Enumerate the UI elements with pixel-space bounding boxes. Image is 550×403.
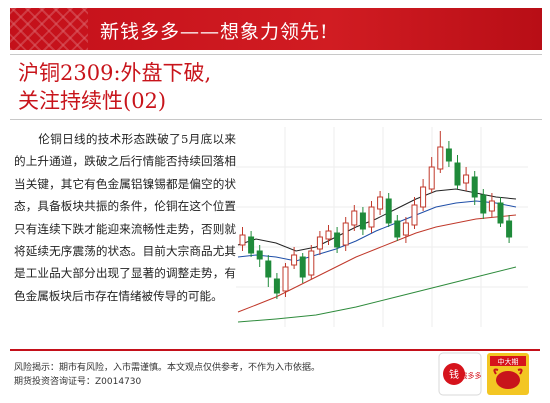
candle-body bbox=[411, 204, 418, 226]
candle-body bbox=[351, 210, 358, 226]
moving-average-lines bbox=[237, 188, 517, 323]
candle-body bbox=[471, 176, 478, 198]
candle-body bbox=[282, 266, 289, 292]
slogan: 新钱多多——想象力领先! bbox=[100, 21, 329, 43]
logo2-text: 中大期 bbox=[498, 357, 519, 366]
candle-body bbox=[480, 194, 487, 214]
ma-red-line bbox=[237, 214, 517, 313]
paragraph-line: 只有连续下跌才能迎来流畅性走势， bbox=[14, 221, 202, 236]
candle-body bbox=[265, 260, 272, 278]
header-banner: 新钱多多——想象力领先! bbox=[10, 8, 542, 50]
logo1-text: 钱多多 bbox=[461, 371, 482, 380]
candle-body bbox=[445, 148, 452, 162]
candle-body bbox=[402, 222, 409, 236]
top-divider bbox=[10, 54, 542, 55]
svg-text:钱: 钱 bbox=[449, 368, 459, 381]
candle-body bbox=[248, 236, 255, 254]
banner-pattern bbox=[10, 8, 88, 50]
paragraph-line: 板块共振的条件，伦铜在这个位置 bbox=[60, 199, 236, 214]
candle-body bbox=[239, 234, 246, 246]
candle-body bbox=[488, 200, 495, 212]
candle-body bbox=[420, 186, 427, 208]
candle-body bbox=[454, 162, 461, 186]
candle-body bbox=[437, 146, 444, 170]
niu-logo-icon: 中大期 bbox=[487, 353, 529, 395]
ma-green-line bbox=[237, 266, 517, 323]
candle-body bbox=[385, 198, 392, 224]
candle-body bbox=[316, 236, 323, 250]
paragraph-line: 能否持续回落相当关键，其它有色 bbox=[14, 154, 236, 191]
paragraph-line: 金属铝镍锡都是偏空的状态，具备 bbox=[14, 176, 236, 214]
candle-body bbox=[506, 220, 513, 238]
chart-background bbox=[236, 127, 528, 327]
risk-notice: 风险揭示：期市有风险，入市需谨慎。本文观点仅供参考，不作为入市依据。 bbox=[14, 363, 321, 373]
candle-body bbox=[377, 196, 384, 210]
license-number: 期货投资咨询证号：Z0014730 bbox=[14, 377, 142, 387]
paragraph-line: 底以来的上升通道，跌破之后行情 bbox=[14, 132, 236, 169]
paragraph-line: 现了显著的调整走势，有色金属板 bbox=[14, 266, 236, 303]
xinqianduoduo-logo-icon: 钱 钱多多 bbox=[438, 352, 482, 396]
candle-body bbox=[273, 278, 280, 294]
candle-body bbox=[325, 230, 332, 240]
candle-body bbox=[368, 206, 375, 228]
candle-body bbox=[256, 250, 263, 260]
candle-body bbox=[342, 222, 349, 246]
title-divider bbox=[10, 119, 542, 120]
ma-blue-line bbox=[237, 200, 517, 262]
paragraph-line: 前大宗商品尤其是工业品大部分出 bbox=[14, 244, 236, 281]
ma-black-line bbox=[237, 188, 517, 252]
candle-body bbox=[308, 250, 315, 276]
candle-body bbox=[463, 174, 470, 184]
title-line-1: 沪铜2309:外盘下破, bbox=[18, 61, 212, 85]
footer-rule bbox=[10, 349, 540, 351]
candle-body bbox=[394, 220, 401, 238]
candle-body bbox=[291, 254, 298, 266]
paragraph-line: 伦铜日线的技术形态跌破了5月 bbox=[38, 132, 201, 146]
candle-body bbox=[359, 212, 366, 230]
paragraph-line: 否则就将延续无序震荡的状态。目 bbox=[14, 221, 236, 259]
candle-body bbox=[497, 202, 504, 224]
candlestick-chart bbox=[236, 127, 528, 327]
candle-body bbox=[299, 256, 306, 278]
candle-body bbox=[428, 166, 435, 190]
title-line-2: 关注持续性(02) bbox=[18, 89, 167, 113]
paragraph-line: 块后市存在情绪被传导的可能。 bbox=[60, 288, 223, 303]
candles bbox=[239, 131, 513, 299]
article-paragraph: 伦铜日线的技术形态跌破了5月底以来的上升通道，跌破之后行情能否持续回落相当关键，… bbox=[14, 128, 236, 307]
candle-body bbox=[334, 232, 341, 248]
